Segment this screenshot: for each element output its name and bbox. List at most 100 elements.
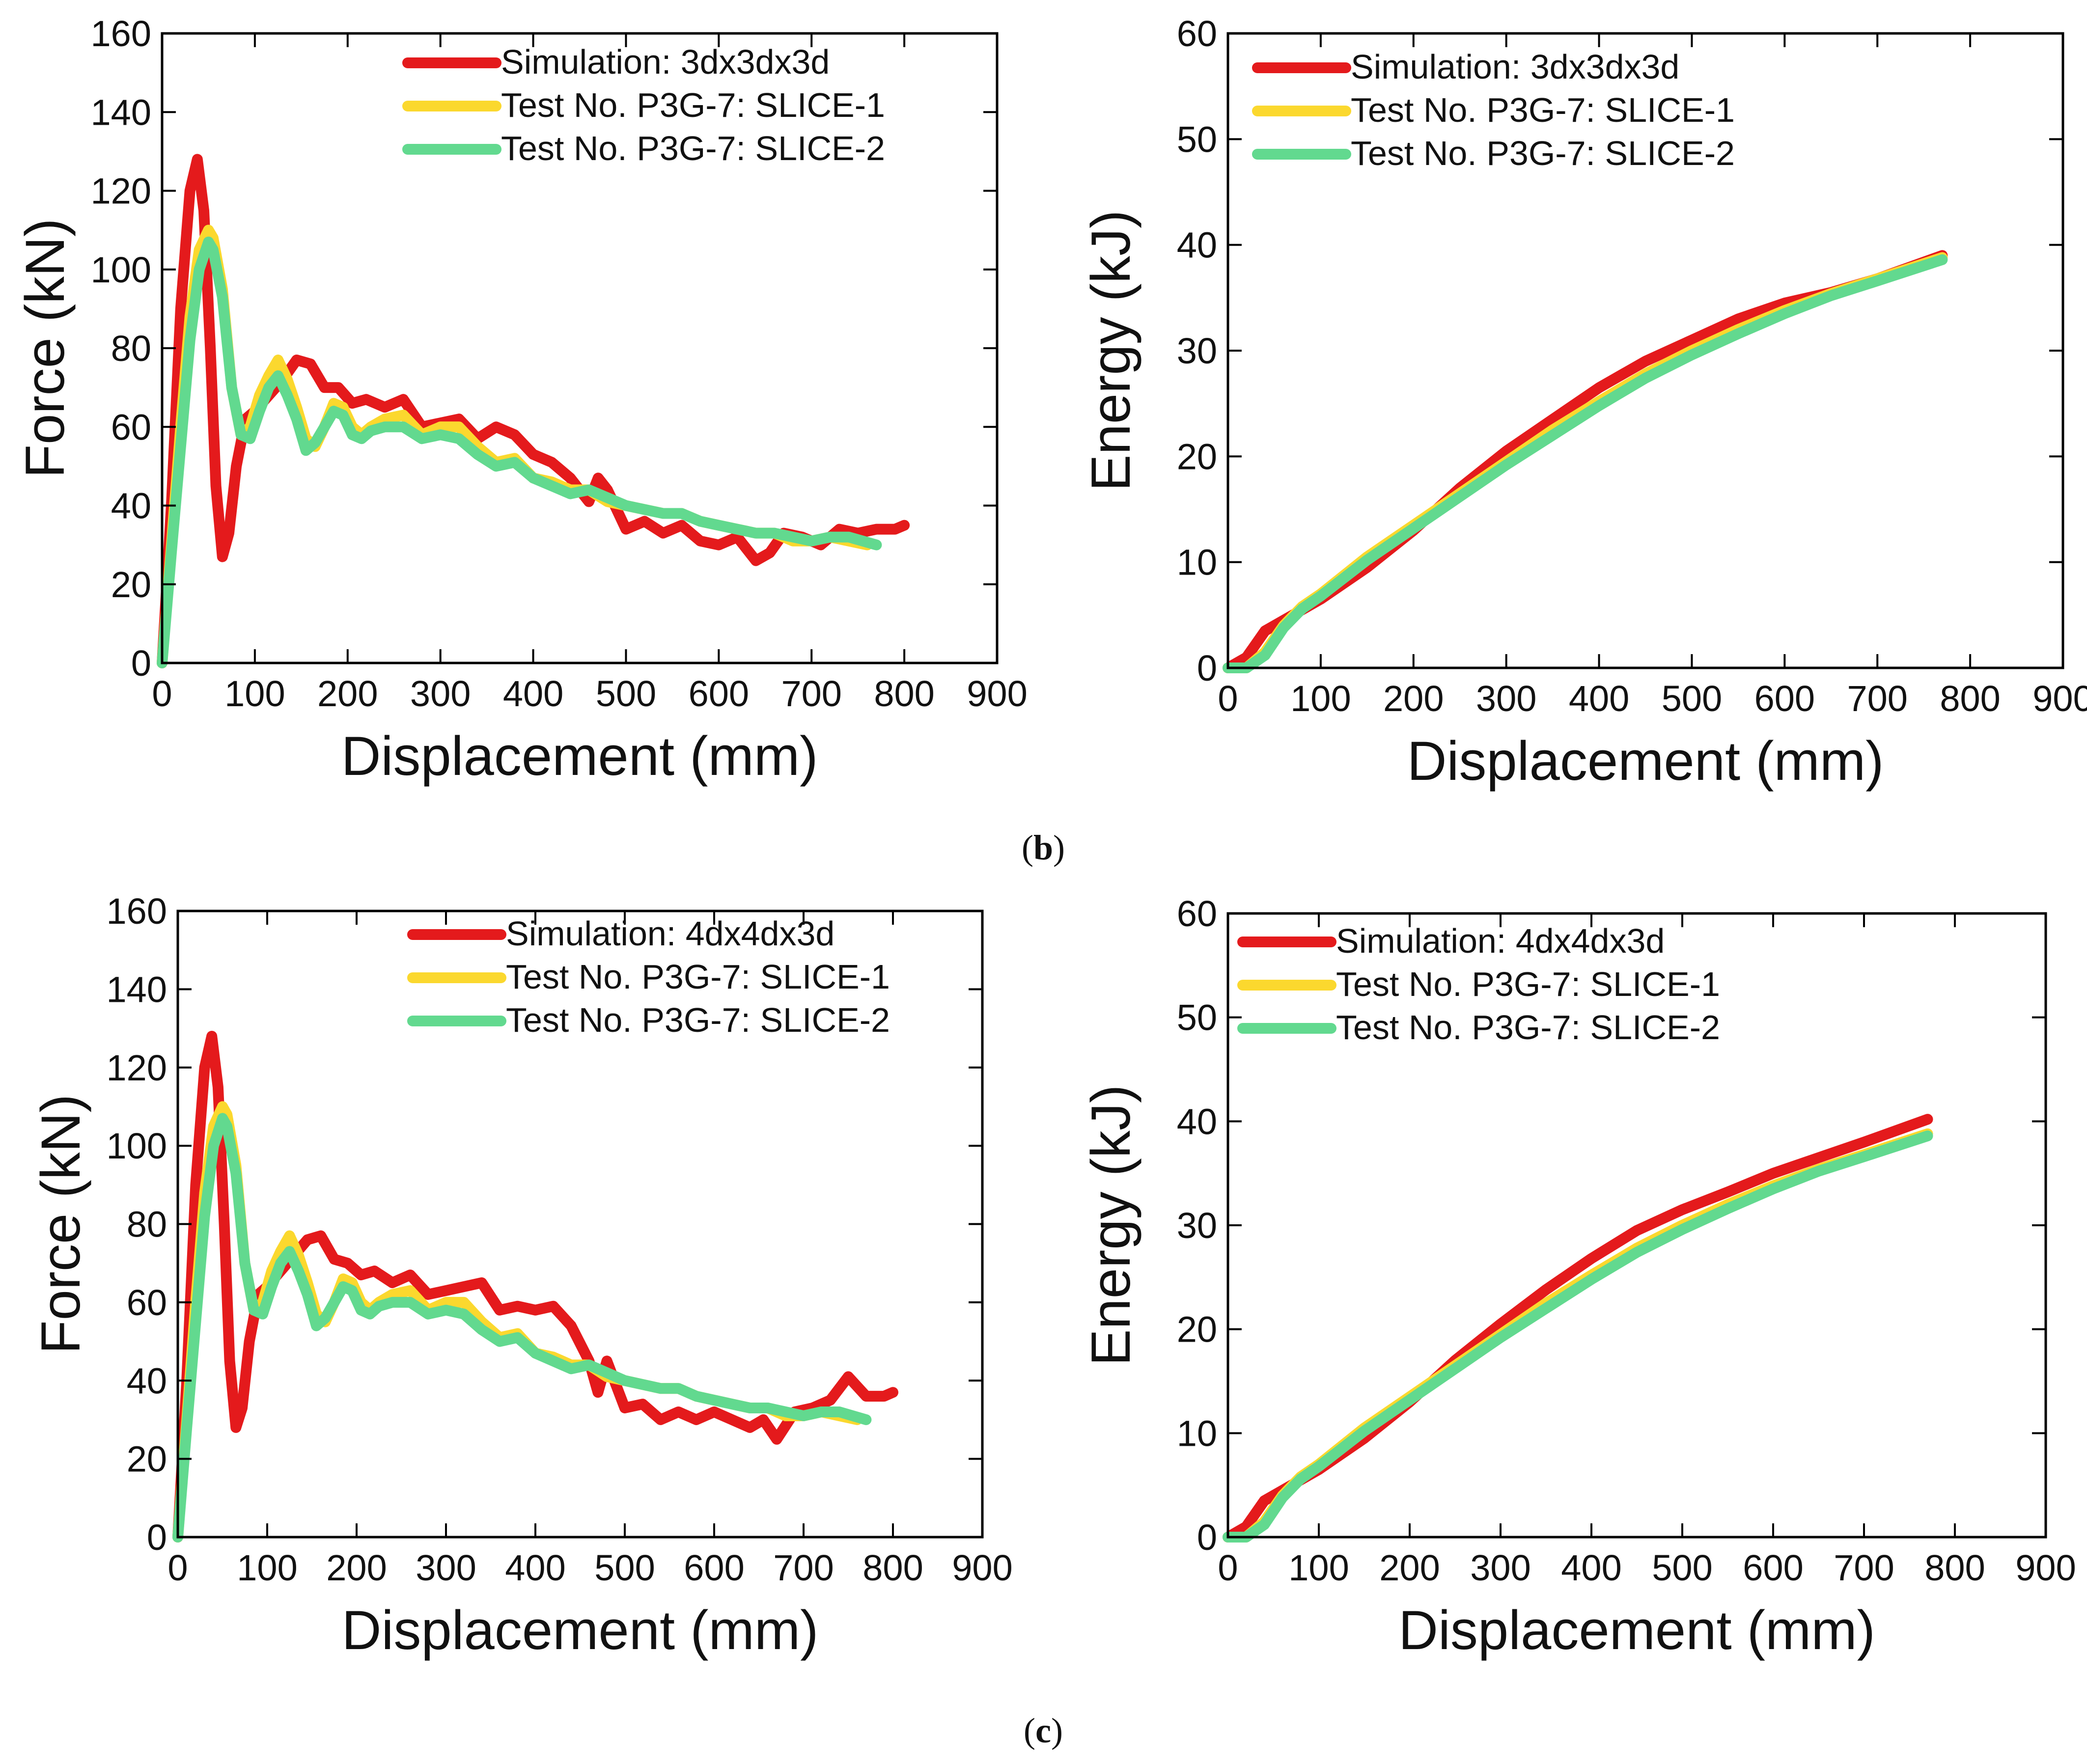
series-group: [157, 154, 910, 668]
legend-label-1: Simulation: 4dx4dx3d: [506, 914, 835, 953]
x-axis-label: Displacement (mm): [342, 1599, 819, 1661]
caption-b: (b): [1022, 828, 1065, 867]
chart-c-energy: 0 100 200 300 400 500 600 700 800 900 0 10 20 30 40 50 6…: [1080, 893, 2076, 1661]
y-tick-label: 40: [127, 1360, 167, 1401]
y-tick-label: 100: [91, 249, 151, 290]
x-tick-label: 200: [1383, 678, 1444, 719]
y-tick-label: 60: [1177, 13, 1217, 54]
x-tick-label: 0: [152, 673, 172, 714]
y-tick-label: 60: [1177, 893, 1217, 934]
x-tick-label: 500: [1662, 678, 1722, 719]
x-tick-label: 900: [2015, 1547, 2076, 1588]
x-tick-label: 700: [773, 1547, 834, 1588]
x-tick-label: 300: [416, 1547, 476, 1588]
legend-label-2: Test No. P3G-7: SLICE-1: [1336, 965, 1720, 1003]
y-tick-label: 20: [127, 1439, 167, 1480]
y-tick-label: 120: [91, 171, 151, 212]
x-tick-label: 300: [410, 673, 471, 714]
legend: Simulation: 4dx4dx3d Test No. P3G-7: SLIC…: [407, 914, 890, 1039]
series-group: [1223, 1114, 1933, 1543]
x-tick-label: 300: [1470, 1547, 1530, 1588]
x-tick-label: 700: [1834, 1547, 1894, 1588]
y-tick-label: 60: [111, 407, 151, 447]
series-line-1: [157, 154, 910, 668]
x-tick-label: 800: [1940, 678, 2000, 719]
chart-b-force: 0 100 200 300 400 500 600 700 800 900 0 20 40 60 80 100…: [14, 13, 1028, 787]
legend: Simulation: 3dx3dx3d Test No. P3G-7: SLIC…: [1252, 48, 1735, 172]
y-tick-label: 50: [1177, 997, 1217, 1038]
x-tick-label: 400: [1569, 678, 1629, 719]
y-tick-label: 0: [147, 1517, 167, 1558]
y-tick-label: 20: [1177, 1309, 1217, 1350]
x-tick-label: 600: [1743, 1547, 1803, 1588]
x-tick-label: 400: [503, 673, 563, 714]
x-tick-label: 600: [684, 1547, 744, 1588]
y-tick-label: 10: [1177, 1413, 1217, 1454]
legend-label-3: Test No. P3G-7: SLICE-2: [1351, 134, 1735, 172]
x-tick-label: 200: [317, 673, 378, 714]
y-tick-label: 0: [1197, 648, 1217, 689]
y-axis-label: Force (kN): [14, 219, 76, 478]
y-tick-label: 30: [1177, 1205, 1217, 1246]
x-tick-label: 100: [237, 1547, 297, 1588]
y-tick-label: 160: [107, 891, 167, 932]
legend-label-3: Test No. P3G-7: SLICE-2: [506, 1001, 890, 1039]
x-tick-label: 500: [1652, 1547, 1712, 1588]
y-tick-label: 10: [1177, 542, 1217, 583]
x-tick-label: 100: [1288, 1547, 1349, 1588]
x-tick-label: 600: [689, 673, 749, 714]
y-tick-label: 120: [107, 1047, 167, 1088]
y-tick-label: 140: [91, 92, 151, 133]
x-tick-label: 700: [781, 673, 841, 714]
x-tick-label: 900: [967, 673, 1027, 714]
legend-label-3: Test No. P3G-7: SLICE-2: [501, 129, 885, 167]
x-axis-label: Displacement (mm): [1407, 730, 1884, 792]
x-tick-label: 800: [874, 673, 934, 714]
y-tick-label: 0: [1197, 1517, 1217, 1558]
chart-b-energy: 0 100 200 300 400 500 600 700 800 900 0 10 20 30 40 50 6…: [1080, 13, 2087, 792]
x-tick-label: 900: [2032, 678, 2087, 719]
x-tick-label: 700: [1847, 678, 1907, 719]
y-tick-label: 40: [1177, 1101, 1217, 1142]
y-tick-label: 80: [111, 328, 151, 369]
y-tick-label: 20: [1177, 436, 1217, 477]
x-tick-label: 400: [1561, 1547, 1621, 1588]
y-tick-label: 100: [107, 1126, 167, 1166]
x-tick-label: 0: [1218, 678, 1238, 719]
x-tick-label: 900: [952, 1547, 1012, 1588]
legend: Simulation: 4dx4dx3d Test No. P3G-7: SLIC…: [1237, 922, 1720, 1047]
series-line-3: [1223, 254, 1948, 673]
legend-label-3: Test No. P3G-7: SLICE-2: [1336, 1008, 1720, 1047]
legend-label-1: Simulation: 3dx3dx3d: [1351, 48, 1679, 86]
y-tick-label: 140: [107, 969, 167, 1010]
x-tick-label: 0: [1218, 1547, 1238, 1588]
series-group: [1223, 250, 1948, 673]
y-tick-label: 20: [111, 564, 151, 605]
x-tick-label: 200: [326, 1547, 387, 1588]
y-tick-label: 40: [111, 486, 151, 526]
x-tick-label: 500: [596, 673, 656, 714]
x-tick-label: 300: [1476, 678, 1536, 719]
series-line-3: [172, 1113, 872, 1543]
y-tick-label: 40: [1177, 225, 1217, 266]
x-tick-label: 600: [1754, 678, 1815, 719]
chart-c-force: 0 100 200 300 400 500 600 700 800 900 0 20 40 60 80 100…: [30, 891, 1013, 1661]
x-tick-label: 800: [863, 1547, 923, 1588]
legend-label-1: Simulation: 3dx3dx3d: [501, 43, 830, 81]
caption-c: (c): [1024, 1711, 1063, 1750]
x-tick-label: 800: [1924, 1547, 1985, 1588]
x-tick-label: 200: [1379, 1547, 1440, 1588]
y-tick-label: 60: [127, 1282, 167, 1323]
legend: Simulation: 3dx3dx3d Test No. P3G-7: SLIC…: [402, 43, 885, 167]
y-tick-label: 160: [91, 13, 151, 54]
x-tick-label: 500: [594, 1547, 655, 1588]
series-line-1: [172, 1031, 898, 1543]
x-tick-label: 100: [224, 673, 285, 714]
legend-label-2: Test No. P3G-7: SLICE-1: [1351, 91, 1735, 129]
y-axis-label: Energy (kJ): [1080, 210, 1141, 492]
x-axis-label: Displacement (mm): [341, 725, 818, 787]
series-line-3: [157, 236, 882, 668]
y-axis-label: Energy (kJ): [1080, 1085, 1141, 1366]
y-tick-label: 50: [1177, 119, 1217, 160]
